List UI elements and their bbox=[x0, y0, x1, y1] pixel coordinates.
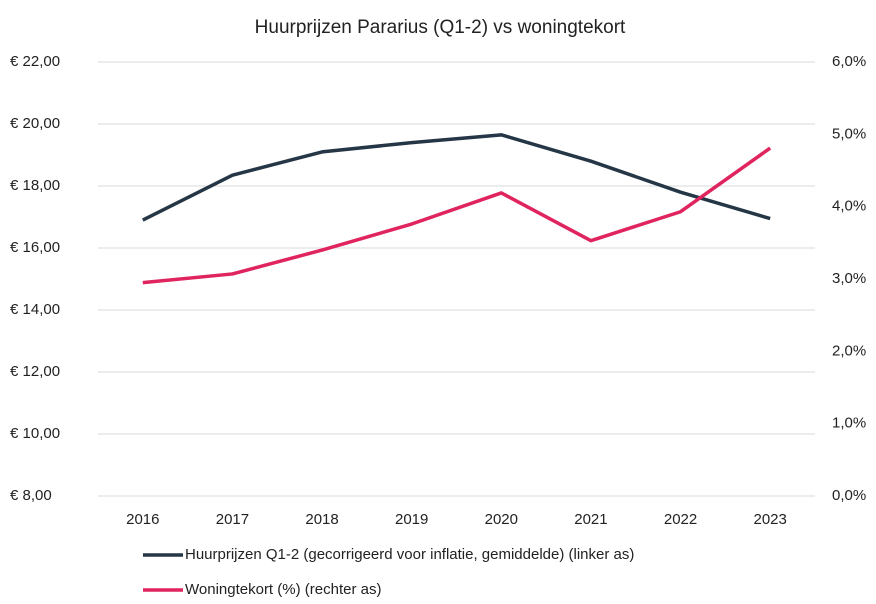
y2-tick-label: 2,0% bbox=[832, 342, 866, 359]
y2-tick-label: 6,0% bbox=[832, 53, 866, 70]
x-tick-label: 2020 bbox=[485, 511, 518, 528]
y2-tick-label: 1,0% bbox=[832, 415, 866, 432]
y-tick-label: € 14,00 bbox=[10, 301, 60, 318]
y-tick-label: € 8,00 bbox=[10, 487, 52, 504]
y-tick-label: € 12,00 bbox=[10, 363, 60, 380]
y-tick-label: € 22,00 bbox=[10, 53, 60, 70]
series-line bbox=[142, 133, 771, 222]
x-tick-label: 2017 bbox=[216, 511, 249, 528]
y-tick-label: € 18,00 bbox=[10, 177, 60, 194]
y-tick-label: € 10,00 bbox=[10, 425, 60, 442]
x-tick-label: 2018 bbox=[305, 511, 338, 528]
x-tick-label: 2023 bbox=[754, 511, 787, 528]
y2-tick-label: 0,0% bbox=[832, 487, 866, 504]
y-tick-label: € 16,00 bbox=[10, 239, 60, 256]
x-tick-label: 2022 bbox=[664, 511, 697, 528]
x-tick-label: 2019 bbox=[395, 511, 428, 528]
series-line bbox=[142, 146, 772, 285]
y2-tick-label: 4,0% bbox=[832, 198, 866, 215]
x-tick-label: 2016 bbox=[126, 511, 159, 528]
legend-label: Huurprijzen Q1-2 (gecorrigeerd voor infl… bbox=[185, 546, 634, 563]
chart-title: Huurprijzen Pararius (Q1-2) vs woningtek… bbox=[255, 17, 626, 38]
y-tick-label: € 20,00 bbox=[10, 115, 60, 132]
y2-tick-label: 5,0% bbox=[832, 125, 866, 142]
x-tick-label: 2021 bbox=[574, 511, 607, 528]
legend-label: Woningtekort (%) (rechter as) bbox=[185, 581, 381, 598]
y2-tick-label: 3,0% bbox=[832, 270, 866, 287]
